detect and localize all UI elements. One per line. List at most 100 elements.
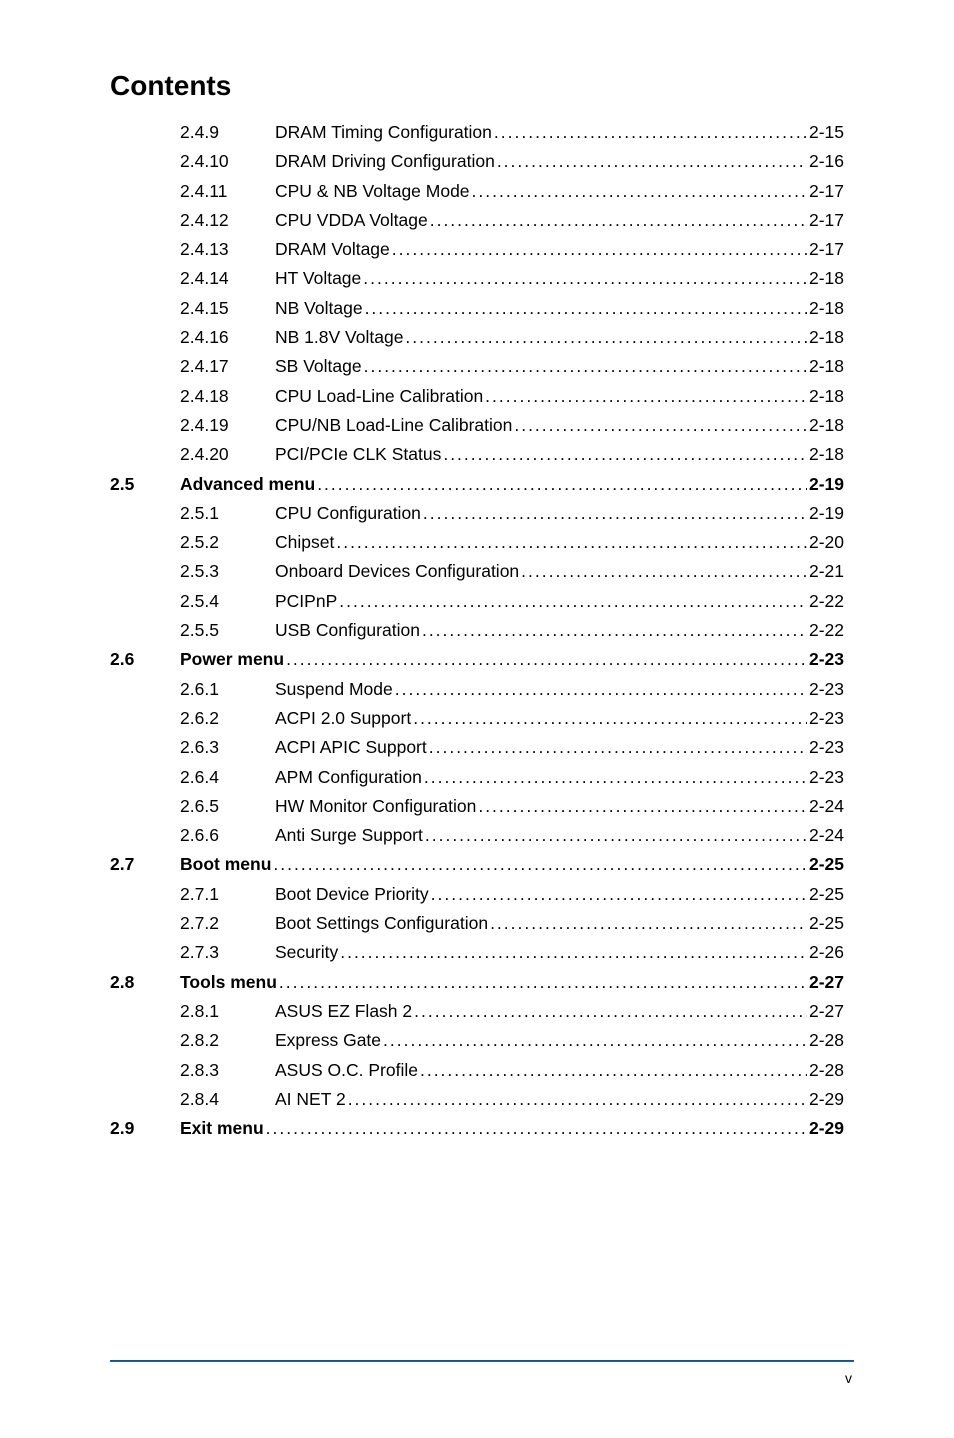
toc-entry-label: ASUS O.C. Profile (275, 1062, 418, 1080)
toc-section-number: 2.7 (110, 856, 180, 874)
toc-row: 2.6.6Anti Surge Support 2-24 (110, 827, 844, 845)
toc-leader-dots (286, 651, 807, 669)
page-container: Contents 2.4.9DRAM Timing Configuration2… (0, 0, 954, 1138)
page-footer: v (110, 1360, 854, 1386)
toc-row: 2.4.20PCI/PCIe CLK Status2-18 (110, 446, 844, 464)
toc-row: 2.6.2ACPI 2.0 Support 2-23 (110, 710, 844, 728)
toc-subsection-number: 2.5.1 (180, 505, 275, 523)
toc-subsection-number: 2.4.13 (180, 241, 275, 259)
toc-subsection-number: 2.6.3 (180, 739, 275, 757)
toc-entry-label: CPU VDDA Voltage (275, 212, 428, 230)
toc-leader-dots (336, 534, 807, 552)
toc-entry-label: SB Voltage (275, 358, 362, 376)
toc-subsection-number: 2.5.2 (180, 534, 275, 552)
toc-leader-dots (485, 388, 807, 406)
toc-leader-dots (363, 270, 807, 288)
toc-entry-label: PCI/PCIe CLK Status (275, 446, 441, 464)
toc-page-number: 2-18 (809, 270, 844, 288)
toc-row: 2.4.14HT Voltage2-18 (110, 270, 844, 288)
toc-page-number: 2-24 (809, 827, 844, 845)
toc-page-number: 2-27 (809, 974, 844, 992)
toc-page-number: 2-28 (809, 1062, 844, 1080)
toc-subsection-number: 2.4.19 (180, 417, 275, 435)
toc-page-number: 2-23 (809, 769, 844, 787)
toc-entry-label: NB Voltage (275, 300, 363, 318)
toc-subsection-number: 2.7.2 (180, 915, 275, 933)
toc-section-number: 2.9 (110, 1120, 180, 1138)
toc-entry-label: DRAM Voltage (275, 241, 390, 259)
toc-leader-dots (430, 212, 807, 230)
toc-leader-dots (429, 739, 807, 757)
toc-entry-label: CPU Load-Line Calibration (275, 388, 483, 406)
toc-row: 2.4.10DRAM Driving Configuration2-16 (110, 153, 844, 171)
toc-subsection-number: 2.6.1 (180, 681, 275, 699)
toc-row: 2.8.3ASUS O.C. Profile 2-28 (110, 1062, 844, 1080)
toc-entry-label: Power menu (180, 651, 284, 669)
toc-row: 2.7.3Security2-26 (110, 944, 844, 962)
toc-leader-dots (273, 856, 807, 874)
toc-subsection-number: 2.7.3 (180, 944, 275, 962)
toc-entry-label: Boot Settings Configuration (275, 915, 488, 933)
toc-leader-dots (279, 974, 807, 992)
toc-page-number: 2-25 (809, 856, 844, 874)
toc-entry-label: Boot Device Priority (275, 886, 429, 904)
toc-entry-label: USB Configuration (275, 622, 420, 640)
page-title: Contents (110, 70, 844, 102)
toc-page-number: 2-18 (809, 358, 844, 376)
toc-subsection-number: 2.6.2 (180, 710, 275, 728)
toc-entry-label: Tools menu (180, 974, 277, 992)
toc-subsection-number: 2.5.5 (180, 622, 275, 640)
toc-entry-label: Boot menu (180, 856, 271, 874)
toc-row: 2.8.4AI NET 22-29 (110, 1091, 844, 1109)
toc-page-number: 2-29 (809, 1091, 844, 1109)
toc-subsection-number: 2.4.20 (180, 446, 275, 464)
toc-row: 2.5.2Chipset2-20 (110, 534, 844, 552)
toc-entry-label: Express Gate (275, 1032, 381, 1050)
toc-entry-label: Suspend Mode (275, 681, 393, 699)
toc-leader-dots (395, 681, 807, 699)
toc-row: 2.7Boot menu 2-25 (110, 856, 844, 874)
toc-subsection-number: 2.4.10 (180, 153, 275, 171)
toc-section-number: 2.6 (110, 651, 180, 669)
toc-leader-dots (364, 358, 807, 376)
toc-page-number: 2-21 (809, 563, 844, 581)
toc-row: 2.4.11CPU & NB Voltage Mode2-17 (110, 183, 844, 201)
toc-entry-label: ACPI 2.0 Support (275, 710, 411, 728)
toc-subsection-number: 2.5.4 (180, 593, 275, 611)
toc-leader-dots (365, 300, 807, 318)
toc-page-number: 2-23 (809, 710, 844, 728)
toc-row: 2.6Power menu 2-23 (110, 651, 844, 669)
toc-leader-dots (405, 329, 807, 347)
toc-leader-dots (422, 622, 807, 640)
toc-subsection-number: 2.8.3 (180, 1062, 275, 1080)
toc-list: 2.4.9DRAM Timing Configuration2-152.4.10… (110, 124, 844, 1138)
toc-leader-dots (340, 944, 807, 962)
toc-page-number: 2-18 (809, 329, 844, 347)
toc-subsection-number: 2.6.6 (180, 827, 275, 845)
toc-row: 2.4.13DRAM Voltage2-17 (110, 241, 844, 259)
toc-row: 2.5.5USB Configuration2-22 (110, 622, 844, 640)
toc-row: 2.4.9DRAM Timing Configuration2-15 (110, 124, 844, 142)
toc-leader-dots (339, 593, 807, 611)
toc-entry-label: NB 1.8V Voltage (275, 329, 403, 347)
toc-page-number: 2-18 (809, 388, 844, 406)
toc-subsection-number: 2.8.2 (180, 1032, 275, 1050)
toc-leader-dots (472, 183, 807, 201)
footer-rule (110, 1360, 854, 1362)
toc-entry-label: Anti Surge Support (275, 827, 423, 845)
toc-subsection-number: 2.8.1 (180, 1003, 275, 1021)
toc-leader-dots (478, 798, 807, 816)
toc-leader-dots (423, 505, 807, 523)
toc-page-number: 2-23 (809, 651, 844, 669)
toc-page-number: 2-23 (809, 681, 844, 699)
toc-page-number: 2-15 (809, 124, 844, 142)
toc-page-number: 2-16 (809, 153, 844, 171)
toc-entry-label: Chipset (275, 534, 334, 552)
toc-leader-dots (521, 563, 807, 581)
toc-page-number: 2-26 (809, 944, 844, 962)
toc-entry-label: DRAM Timing Configuration (275, 124, 492, 142)
toc-subsection-number: 2.6.4 (180, 769, 275, 787)
toc-entry-label: AI NET 2 (275, 1091, 346, 1109)
toc-leader-dots (266, 1120, 807, 1138)
toc-row: 2.4.19CPU/NB Load-Line Calibration2-18 (110, 417, 844, 435)
